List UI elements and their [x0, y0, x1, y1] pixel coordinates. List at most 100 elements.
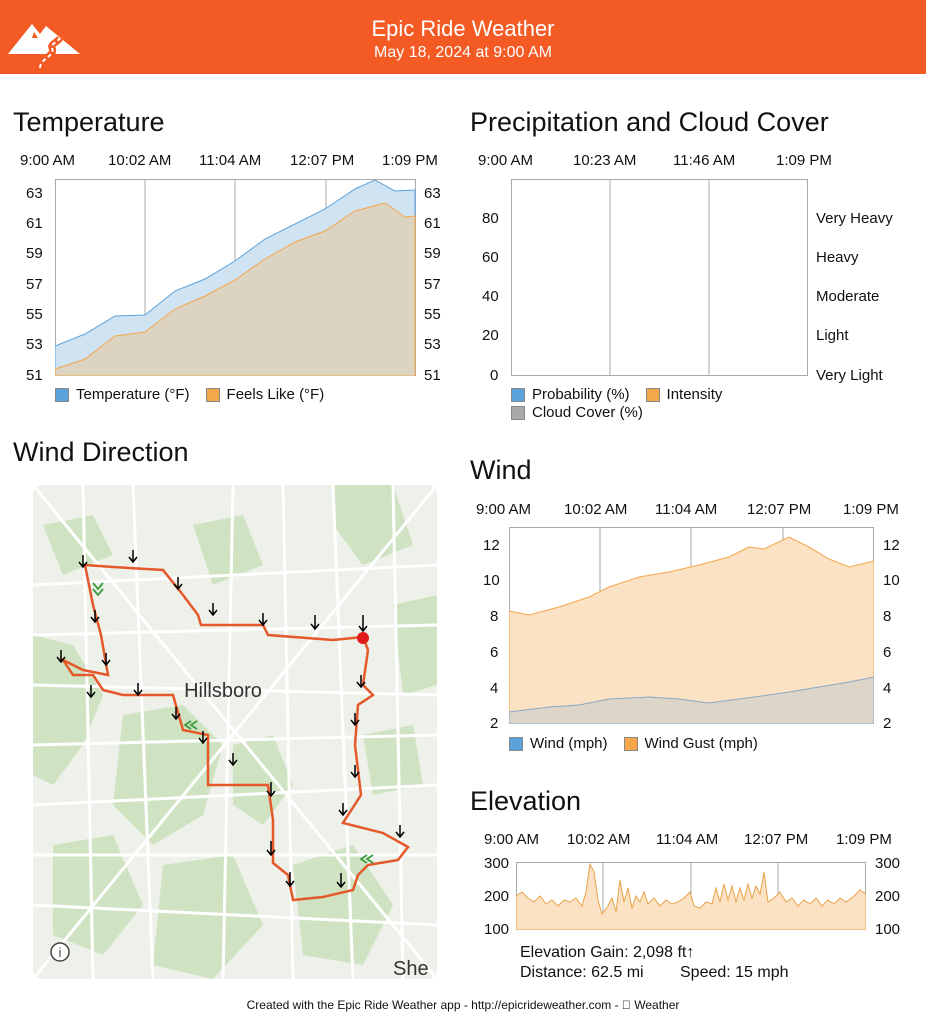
- ride-speed: Speed: 15 mph: [680, 964, 789, 981]
- elevation-gain: Elevation Gain: 2,098 ft↑: [520, 944, 695, 961]
- temp-time-tick: 10:02 AM: [108, 152, 172, 169]
- ride-distance: Distance: 62.5 mi: [520, 964, 644, 981]
- precip-time-tick: 1:09 PM: [776, 152, 832, 169]
- wind-y-tick: 6: [490, 644, 499, 661]
- mountain-road-logo-icon: [8, 24, 80, 68]
- map-parkland: [33, 485, 437, 979]
- elevation-title: Elevation: [470, 786, 582, 816]
- feels-like-area: [55, 202, 416, 376]
- elevation-y-tick: 100: [484, 921, 510, 938]
- legend-swatch-wind-gust: [623, 736, 638, 751]
- elevation-y-tick: 200: [484, 888, 510, 905]
- precip-time-tick: 11:46 AM: [673, 152, 736, 169]
- legend-swatch-intensity: [645, 387, 660, 402]
- svg-text:i: i: [59, 945, 62, 960]
- wind-arrows: [56, 550, 405, 889]
- legend-swatch-temperature: [55, 387, 69, 402]
- legend-label-wind-gust: Wind Gust (mph): [644, 735, 758, 752]
- precip-y-tick: 80: [482, 210, 499, 227]
- wind-y-tick: 8: [490, 608, 499, 625]
- elevation-time-tick: 10:02 AM: [567, 831, 631, 848]
- wind-y-tick-right: 8: [883, 608, 892, 625]
- wind-y-tick-right: 6: [883, 644, 892, 661]
- temp-time-tick: 12:07 PM: [290, 152, 355, 169]
- footer-credit: Created with the Epic Ride Weather app -…: [247, 998, 680, 1012]
- legend-swatch-feels-like: [205, 387, 220, 402]
- wind-y-tick: 4: [490, 680, 499, 697]
- temp-y-tick-right: 51: [424, 367, 441, 384]
- precip-time-tick: 10:23 AM: [573, 152, 637, 169]
- legend-label-wind: Wind (mph): [530, 735, 608, 752]
- precip-intensity-tick: Moderate: [816, 288, 880, 305]
- precip-y-tick: 60: [482, 249, 499, 266]
- wind-y-tick: 12: [483, 537, 500, 554]
- elevation-time-tick: 9:00 AM: [484, 831, 540, 848]
- info-icon[interactable]: i: [50, 942, 70, 962]
- ride-route: [59, 563, 410, 902]
- precip-y-tick: 40: [482, 288, 499, 305]
- temp-y-tick-right: 61: [424, 215, 441, 232]
- wind-title: Wind: [470, 455, 532, 485]
- precip-legend-row1: Probability (%) Intensity: [511, 386, 722, 403]
- elevation-time-tick: 12:07 PM: [744, 831, 809, 848]
- legend-label-feels-like: Feels Like (°F): [226, 386, 325, 403]
- legend-label-intensity: Intensity: [666, 386, 723, 403]
- wind-time-tick: 10:02 AM: [564, 501, 628, 518]
- app-header: Epic Ride Weather May 18, 2024 at 9:00 A…: [0, 0, 926, 74]
- temp-y-tick: 59: [26, 245, 43, 262]
- precip-y-tick: 20: [482, 327, 499, 344]
- start-marker: [357, 632, 369, 644]
- wind-gust-area: [509, 536, 874, 724]
- legend-label-probability: Probability (%): [532, 386, 630, 403]
- ride-date: May 18, 2024 at 9:00 AM: [374, 44, 552, 61]
- precip-intensity-tick: Very Light: [816, 367, 883, 384]
- wind-time-tick: 12:07 PM: [747, 501, 812, 518]
- temp-time-tick: 11:04 AM: [199, 152, 262, 169]
- legend-label-cloud-cover: Cloud Cover (%): [532, 404, 643, 421]
- elevation-y-tick-right: 200: [875, 888, 901, 905]
- wind-time-tick: 11:04 AM: [655, 501, 718, 518]
- map-label-city: Hillsboro: [184, 680, 262, 702]
- temp-y-tick: 51: [26, 367, 43, 384]
- precip-legend-row2: Cloud Cover (%): [511, 404, 643, 421]
- temp-y-tick: 57: [26, 276, 43, 293]
- tailwind-arrows: [92, 582, 374, 864]
- temp-time-tick: 9:00 AM: [20, 152, 76, 169]
- wind-time-tick: 9:00 AM: [476, 501, 532, 518]
- wind-y-tick-right: 10: [883, 572, 900, 589]
- precip-y-tick: 0: [490, 367, 499, 384]
- temp-y-tick-right: 53: [424, 336, 441, 353]
- wind-y-tick: 2: [490, 715, 499, 732]
- precip-intensity-tick: Very Heavy: [816, 210, 893, 227]
- legend-swatch-probability: [511, 387, 525, 402]
- temperature-chart: [55, 179, 416, 376]
- precip-title: Precipitation and Cloud Cover: [470, 107, 829, 137]
- elevation-area: [516, 862, 866, 930]
- wind-y-tick-right: 12: [883, 537, 900, 554]
- wind-y-tick-right: 2: [883, 715, 892, 732]
- legend-label-temperature: Temperature (°F): [76, 386, 190, 403]
- elevation-chart: [516, 862, 866, 930]
- app-title: Epic Ride Weather: [371, 16, 555, 41]
- elevation-y-tick: 300: [484, 855, 510, 872]
- temperature-legend: Temperature (°F) Feels Like (°F): [55, 386, 324, 403]
- precip-time-tick: 9:00 AM: [478, 152, 534, 169]
- wind-area: [509, 676, 874, 724]
- wind-direction-map[interactable]: Hillsboro She i: [33, 485, 437, 979]
- precip-intensity-tick: Heavy: [816, 249, 859, 266]
- temp-time-tick: 1:09 PM: [382, 152, 438, 169]
- temp-y-tick-right: 57: [424, 276, 441, 293]
- wind-time-tick: 1:09 PM: [843, 501, 899, 518]
- wind-chart: [509, 527, 874, 724]
- legend-swatch-cloud-cover: [511, 405, 525, 420]
- temp-y-tick-right: 59: [424, 245, 441, 262]
- temp-y-tick: 61: [26, 215, 43, 232]
- elevation-time-tick: 1:09 PM: [836, 831, 892, 848]
- temp-y-tick-right: 63: [424, 185, 441, 202]
- precip-chart: [511, 179, 808, 376]
- temp-y-tick-right: 55: [424, 306, 441, 323]
- precip-intensity-tick: Light: [816, 327, 849, 344]
- wind-y-tick: 10: [483, 572, 500, 589]
- elevation-y-tick-right: 100: [875, 921, 901, 938]
- wind-legend: Wind (mph) Wind Gust (mph): [509, 735, 758, 752]
